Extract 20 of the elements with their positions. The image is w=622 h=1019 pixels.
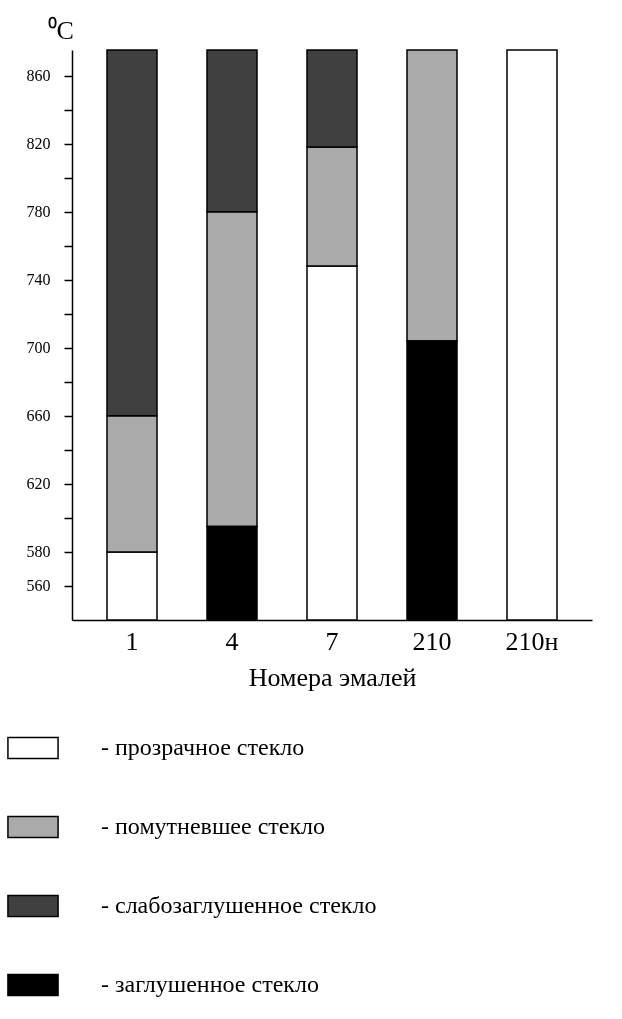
y-tick-label: 700 bbox=[26, 339, 51, 357]
y-tick-label: 780 bbox=[26, 203, 51, 221]
y-tick-label: 560 bbox=[26, 577, 51, 595]
y-tick-label: 620 bbox=[26, 475, 51, 493]
y-axis-title: ⁰C bbox=[47, 15, 74, 45]
legend-label: - помутневшее стекло bbox=[101, 813, 326, 839]
y-tick-label: 860 bbox=[26, 67, 51, 85]
x-tick-label: 1 bbox=[125, 626, 139, 656]
y-tick-label: 580 bbox=[26, 543, 51, 561]
x-tick-label: 210 bbox=[412, 626, 452, 656]
y-tick-label: 820 bbox=[26, 135, 51, 153]
y-tick-label: 660 bbox=[26, 407, 51, 425]
legend-label: - прозрачное стекло bbox=[101, 734, 305, 760]
legend-label: - слабозаглушенное стекло bbox=[101, 892, 377, 918]
x-tick-label: 4 bbox=[225, 626, 239, 656]
legend-label: - заглушенное стекло bbox=[101, 971, 319, 997]
x-tick-label: 7 bbox=[325, 626, 339, 656]
x-axis-title: Номера эмалей bbox=[248, 662, 417, 692]
x-tick-label: 210н bbox=[505, 626, 559, 656]
y-tick-label: 740 bbox=[26, 271, 51, 289]
